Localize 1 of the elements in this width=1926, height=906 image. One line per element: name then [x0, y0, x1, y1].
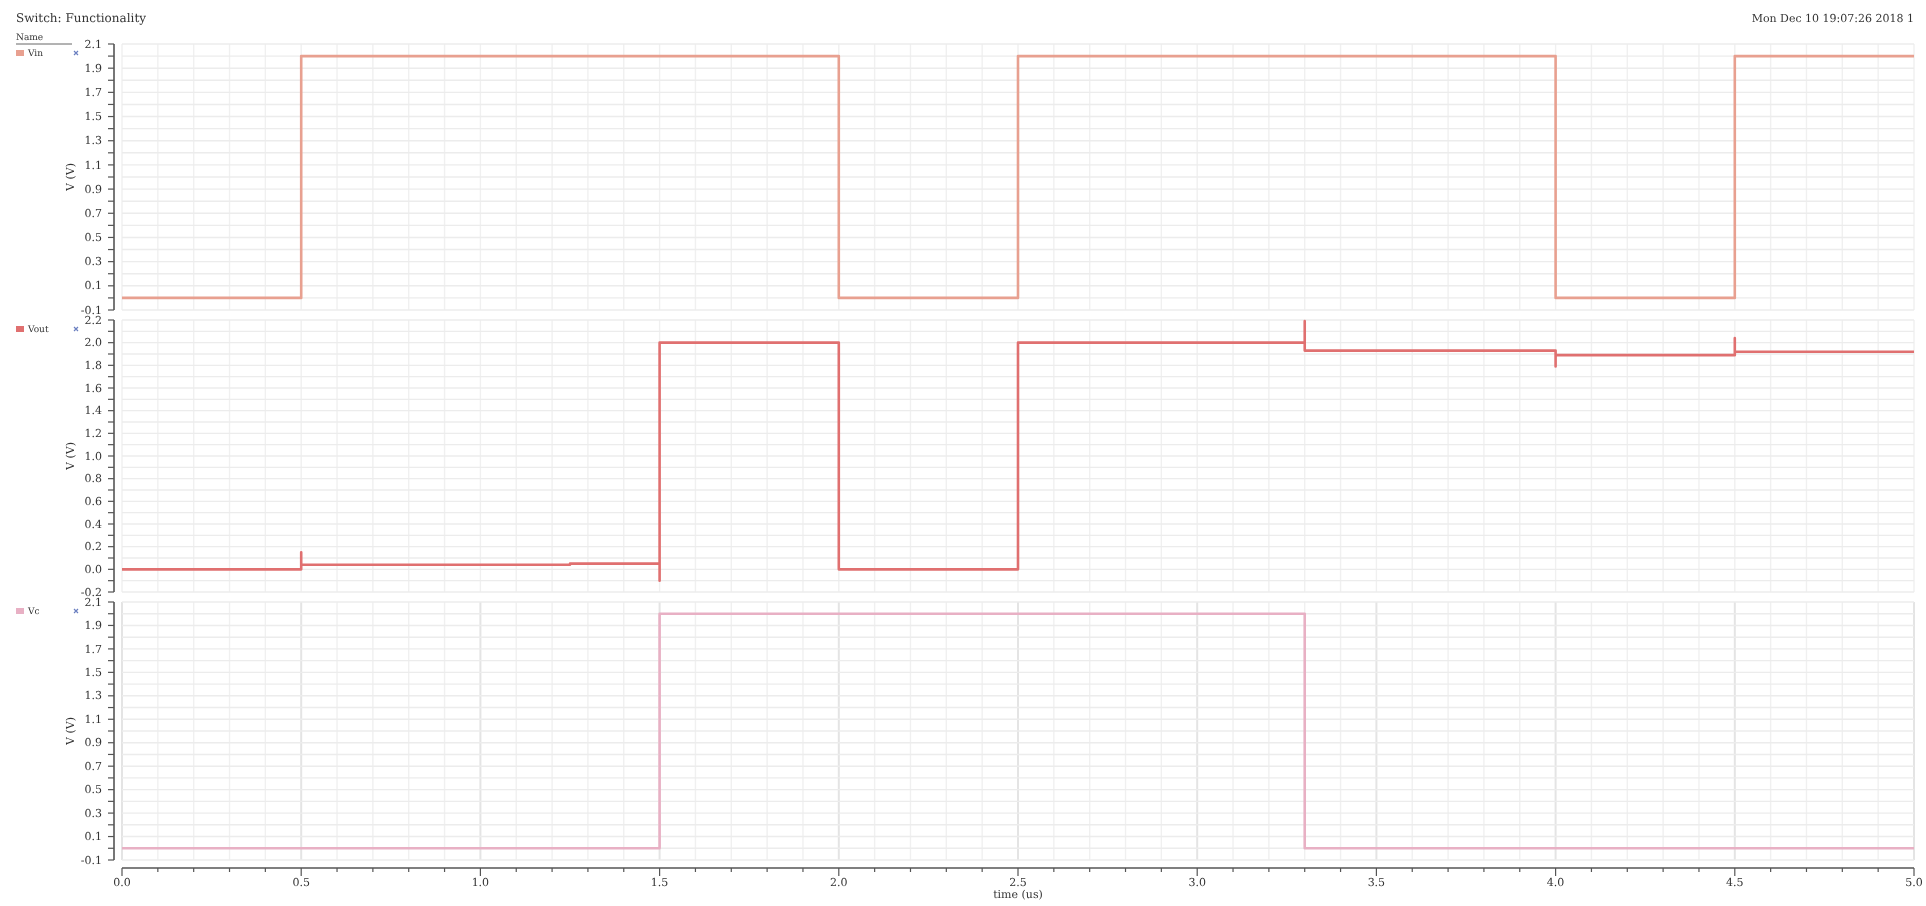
line-series — [120, 319, 1916, 582]
